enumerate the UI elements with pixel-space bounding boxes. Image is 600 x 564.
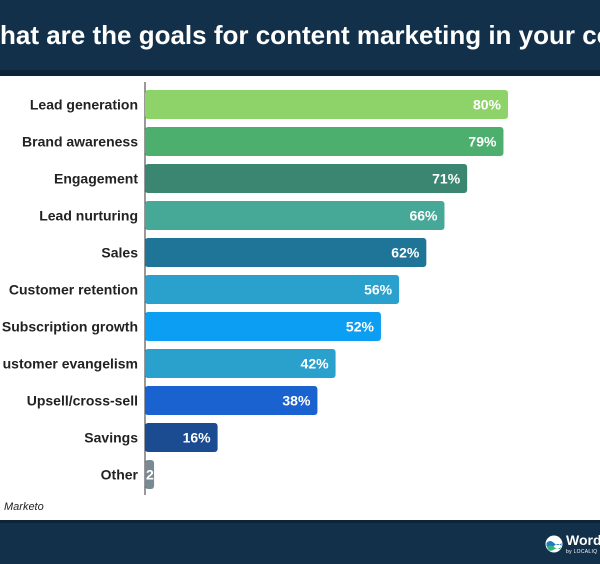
value-label: 2%: [146, 467, 167, 483]
bar: [145, 238, 427, 267]
bar: [145, 201, 445, 230]
logo-subtext: by LOCALIQ: [566, 549, 598, 555]
value-label: 52%: [346, 319, 375, 335]
value-label: 79%: [468, 134, 497, 150]
bar: [145, 460, 155, 489]
wordstream-logo: WordS by LOCALIQ: [545, 529, 600, 561]
bar: [145, 349, 336, 378]
logo-text: WordS: [566, 532, 600, 548]
chart-title: hat are the goals for content marketing …: [0, 20, 600, 50]
category-label: Lead generation: [30, 97, 138, 113]
footer-bar: WordS by LOCALIQ: [0, 520, 600, 564]
value-label: 62%: [391, 245, 420, 261]
category-label: Subscription growth: [2, 319, 138, 335]
category-label: Lead nurturing: [39, 208, 138, 224]
category-label: Customer retention: [9, 282, 138, 298]
category-label: Engagement: [54, 171, 138, 187]
value-label: 56%: [364, 282, 393, 298]
value-label: 71%: [432, 171, 461, 187]
category-label: Savings: [84, 430, 138, 446]
bar-chart: Lead generation 80% Brand awareness 79% Enga…: [2, 82, 508, 495]
bar: [145, 312, 381, 341]
value-label: 38%: [282, 393, 311, 409]
bar: [145, 127, 504, 156]
bar: [145, 423, 218, 452]
category-label: Upsell/cross-sell: [27, 393, 138, 409]
source-text: Marketo: [4, 501, 44, 513]
value-label: 42%: [301, 356, 330, 372]
bar: [145, 164, 468, 193]
value-label: 16%: [183, 430, 212, 446]
bar: [145, 275, 400, 304]
chart-header: hat are the goals for content marketing …: [0, 0, 600, 76]
category-label: Brand awareness: [22, 134, 138, 150]
wave-logo-icon: [545, 535, 563, 553]
category-label: Sales: [101, 245, 138, 261]
bar: [145, 386, 318, 415]
value-label: 66%: [409, 208, 438, 224]
bar: [145, 90, 508, 119]
category-label: ustomer evangelism: [3, 356, 138, 372]
value-label: 80%: [473, 97, 502, 113]
category-label: Other: [101, 467, 139, 483]
